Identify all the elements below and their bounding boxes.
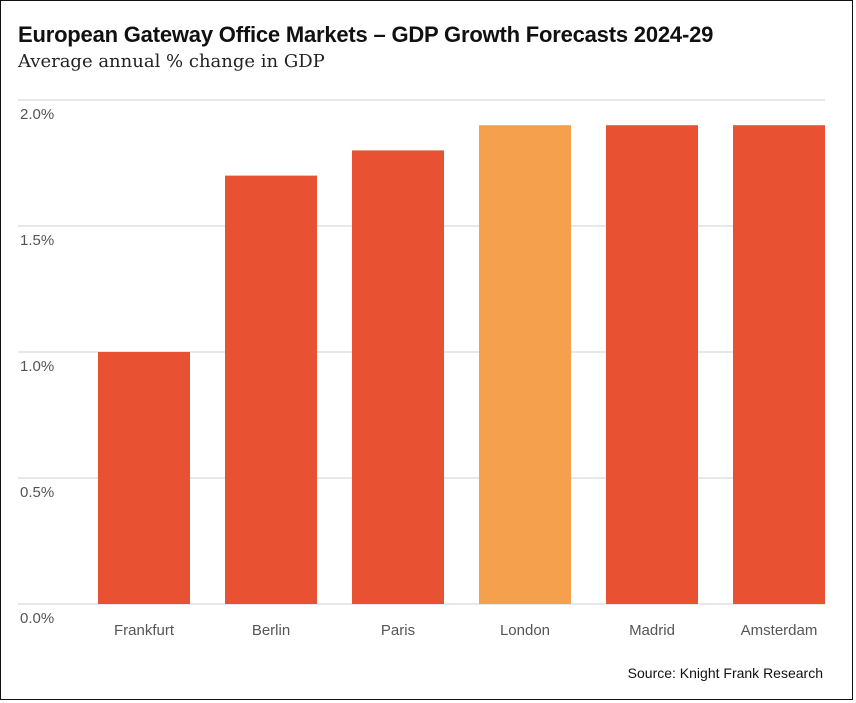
y-axis-ticks: 0.0% 0.5% 1.0% 1.5% 2.0%: [20, 106, 54, 627]
bar-amsterdam: [733, 125, 825, 604]
bar-berlin: [225, 175, 317, 604]
bars: [98, 125, 825, 604]
x-tick-label: Paris: [381, 622, 415, 639]
source-note: Source: Knight Frank Research: [627, 665, 823, 681]
bar-paris: [352, 150, 444, 604]
chart-title: European Gateway Office Markets – GDP Gr…: [18, 22, 714, 47]
x-tick-label: Madrid: [629, 622, 675, 639]
y-tick-label: 0.5%: [20, 484, 54, 501]
y-tick-label: 1.0%: [20, 358, 54, 375]
x-axis-labels: Frankfurt Berlin Paris London Madrid Amsterda…: [114, 622, 817, 639]
x-tick-label: London: [500, 622, 550, 639]
chart-subtitle: Average annual % change in GDP: [18, 51, 325, 72]
x-tick-label: Berlin: [252, 622, 290, 639]
x-tick-label: Frankfurt: [114, 622, 175, 639]
bar-frankfurt: [98, 352, 190, 604]
bar-london: [479, 125, 571, 604]
y-tick-label: 0.0%: [20, 610, 54, 627]
x-tick-label: Amsterdam: [741, 622, 818, 639]
bar-madrid: [606, 125, 698, 604]
y-tick-label: 2.0%: [20, 106, 54, 123]
y-tick-label: 1.5%: [20, 232, 54, 249]
